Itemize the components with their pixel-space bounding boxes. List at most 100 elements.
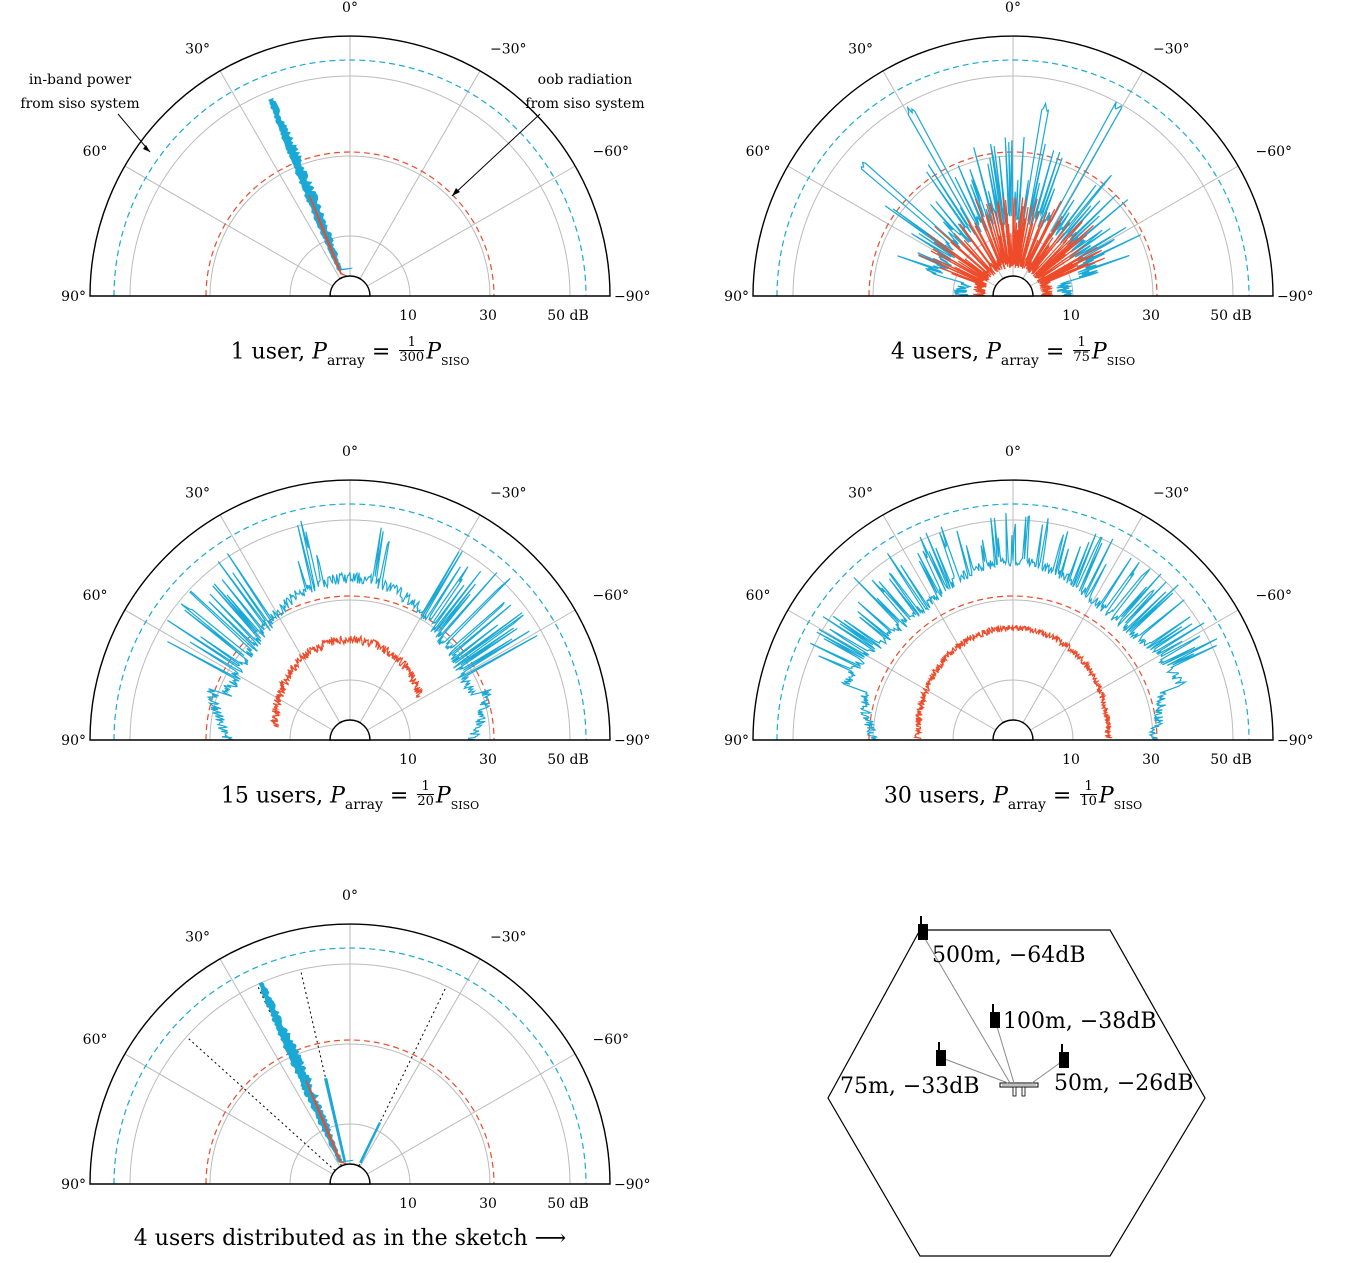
- center-hole: [992, 275, 1034, 297]
- user-direction-line: [300, 969, 346, 1165]
- angle-tick-label: 60°: [83, 1032, 108, 1048]
- polar-frame: [89, 479, 611, 741]
- polar-panel-4-users: 0° 30° −30° 60° −60° 90° −90° 10 30 50 dB: [663, 0, 1343, 324]
- oob-series: [270, 634, 423, 728]
- phone-icon: [1059, 1044, 1069, 1068]
- user-direction-line: [186, 1036, 336, 1171]
- angle-tick-label: 60°: [83, 588, 108, 604]
- center-hole: [992, 719, 1034, 741]
- angle-tick-label: −30°: [490, 42, 527, 58]
- oob-siso-reference: [205, 595, 495, 741]
- radial-tick-label: 50 dB: [547, 308, 589, 324]
- polar-frame: [752, 479, 1274, 741]
- polar-panel-15-users: 0° 30° −30° 60° −60° 90° −90° 10 30 50 dB: [0, 444, 680, 768]
- user-label-50m: 50m, −26dB: [1054, 1071, 1194, 1096]
- angle-tick-label: −30°: [490, 486, 527, 502]
- user-label-500m: 500m, −64dB: [932, 943, 1086, 968]
- angle-gridline: [124, 609, 333, 731]
- angle-tick-label: 30°: [848, 42, 873, 58]
- angle-tick-label: 30°: [185, 930, 210, 946]
- radial-tick-label: 50 dB: [547, 1196, 589, 1212]
- polar-panel-30-users: 0° 30° −30° 60° −60° 90° −90° 10 30 50 dB: [663, 444, 1343, 768]
- angle-tick-label: 60°: [746, 144, 771, 160]
- polar-frame: [752, 35, 1274, 297]
- angle-tick-label: −30°: [1153, 486, 1190, 502]
- oob-series: [918, 196, 1105, 297]
- inband-siso-reference: [113, 503, 587, 741]
- annotation-arrow: [117, 113, 151, 153]
- polar-plot-4: 0° 30° −30° 60° −60° 90° −90° 10 30 50 dB: [724, 444, 1314, 768]
- polar-panel-1-user: 0° 30° −30° 60° −60° 90° −90° 10 30 50 dB in-band …: [0, 0, 680, 324]
- angle-tick-label: 0°: [342, 888, 358, 904]
- angle-gridline: [1030, 609, 1239, 731]
- angle-tick-label: 90°: [724, 289, 749, 305]
- angle-gridline: [359, 70, 481, 279]
- radial-tick-label: 30: [1142, 752, 1160, 768]
- angle-gridline: [359, 514, 481, 723]
- angle-gridline: [359, 958, 481, 1167]
- annotation-oob-line2: from siso system: [525, 96, 644, 112]
- inband-series: [258, 982, 354, 1163]
- angle-gridline: [219, 958, 341, 1167]
- user-label-100m: 100m, −38dB: [1003, 1009, 1157, 1034]
- link-50m: [1031, 1059, 1065, 1084]
- caption-sketch-users: 4 users distributed as in the sketch ⟶: [133, 1226, 567, 1251]
- cell-sketch: 500m, −64dB 100m, −38dB 75m, −33dB 50m, …: [820, 900, 1210, 1260]
- oob-siso-reference: [205, 1039, 495, 1185]
- polar-panel-sketch-users: 0° 30° −30° 60° −60° 90° −90° 10 30 50 dB: [0, 888, 680, 1212]
- oob-siso-reference: [205, 151, 495, 297]
- angle-tick-label: −90°: [614, 289, 651, 305]
- radial-tick-label: 10: [399, 1196, 417, 1212]
- angle-tick-label: −90°: [614, 1177, 651, 1193]
- angle-tick-label: −90°: [614, 733, 651, 749]
- phone-icon: [990, 1004, 1000, 1028]
- radial-tick-label: 10: [399, 308, 417, 324]
- phone-icon: [918, 916, 928, 940]
- angle-tick-label: −60°: [1255, 144, 1292, 160]
- inband-siso-reference: [113, 947, 587, 1185]
- angle-tick-label: −60°: [592, 1032, 629, 1048]
- angle-tick-label: −90°: [1277, 733, 1314, 749]
- arrowhead-icon: [452, 188, 460, 196]
- angle-gridline: [367, 165, 576, 287]
- annotation-oob-line1: oob radiation: [538, 72, 633, 88]
- radial-tick-label: 50 dB: [547, 752, 589, 768]
- angle-tick-label: 90°: [724, 733, 749, 749]
- angle-tick-label: 30°: [848, 486, 873, 502]
- inband-siso-reference: [113, 59, 587, 297]
- center-hole: [329, 275, 371, 297]
- inband-siso-reference: [776, 59, 1250, 297]
- radial-tick-label: 10: [1062, 752, 1080, 768]
- hexagon-cell: [827, 929, 1206, 1257]
- angle-gridline: [787, 609, 996, 731]
- caption-15-users: 15 users, Parray = 1 20 Psiso: [220, 779, 480, 813]
- annotation-arrow: [451, 113, 541, 197]
- inband-series: [323, 1077, 346, 1162]
- polar-frame: [89, 35, 611, 297]
- angle-gridline: [1022, 514, 1144, 723]
- annotation-inband-line2: from siso system: [20, 96, 139, 112]
- angle-tick-label: 0°: [1005, 444, 1021, 460]
- angle-gridline: [219, 70, 341, 279]
- polar-plot-1: 0° 30° −30° 60° −60° 90° −90° 10 30 50 dB in-band …: [20, 0, 651, 324]
- inband-series: [810, 512, 1218, 741]
- base-station-icon: [999, 1082, 1039, 1097]
- angle-tick-label: 0°: [342, 444, 358, 460]
- arrowhead-icon: [143, 145, 150, 152]
- link-100m: [994, 1019, 1015, 1084]
- oob-series: [305, 1080, 348, 1165]
- polar-plot-3: 0° 30° −30° 60° −60° 90° −90° 10 30 50 dB: [61, 444, 651, 768]
- angle-tick-label: −60°: [1255, 588, 1292, 604]
- angle-tick-label: 60°: [746, 588, 771, 604]
- angle-tick-label: 90°: [61, 289, 86, 305]
- angle-gridline: [219, 514, 341, 723]
- radial-tick-label: 30: [1142, 308, 1160, 324]
- radial-tick-label: 50 dB: [1210, 308, 1252, 324]
- center-hole: [329, 719, 371, 741]
- oob-series: [308, 195, 348, 277]
- inband-siso-reference: [776, 503, 1250, 741]
- radial-tick-label: 30: [479, 308, 497, 324]
- radial-tick-label: 10: [399, 752, 417, 768]
- cell-sketch-svg: 500m, −64dB 100m, −38dB 75m, −33dB 50m, …: [827, 916, 1206, 1257]
- radial-tick-label: 10: [1062, 308, 1080, 324]
